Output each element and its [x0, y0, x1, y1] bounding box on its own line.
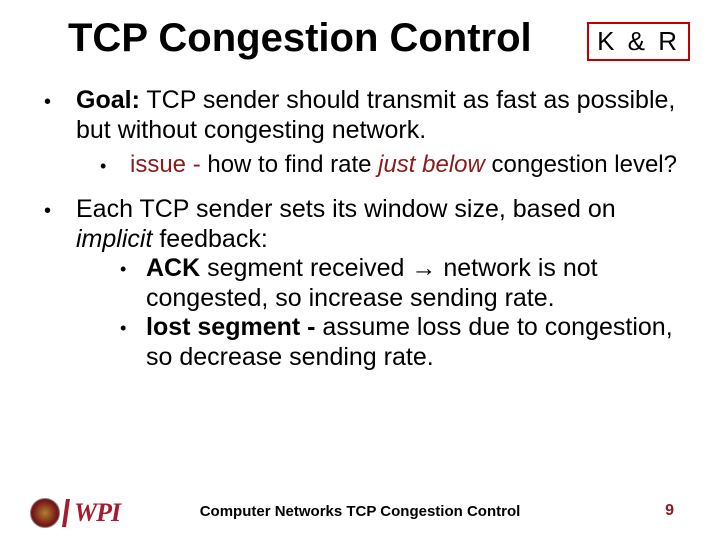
- footer-text: Computer Networks TCP Congestion Control: [0, 503, 720, 520]
- kr-badge: K & R: [587, 22, 690, 61]
- bullet-goal: • Goal: TCP sender should transmit as fa…: [40, 86, 684, 145]
- issue-word: issue: [130, 151, 186, 178]
- slide-title: TCP Congestion Control: [68, 16, 532, 61]
- just-below: just below: [378, 151, 485, 178]
- goal-text: TCP sender should transmit as fast as po…: [76, 86, 675, 144]
- bullet-text: Goal: TCP sender should transmit as fast…: [76, 86, 684, 145]
- ack-rest: segment received: [200, 254, 411, 282]
- lost-word: lost segment -: [146, 313, 315, 341]
- issue-tail: congestion level?: [485, 151, 677, 178]
- goal-label: Goal:: [76, 86, 140, 114]
- bullet-lost: • lost segment - assume loss due to cong…: [116, 313, 684, 372]
- window-lead: Each TCP sender sets its window size, ba…: [76, 195, 616, 223]
- bullet-text: issue - how to find rate just below cong…: [130, 151, 677, 179]
- bullet-marker: •: [40, 86, 76, 145]
- bullet-marker: •: [116, 254, 146, 313]
- bullet-ack: • ACK segment received → network is not …: [116, 254, 684, 313]
- bullet-issue: • issue - how to find rate just below co…: [100, 151, 684, 179]
- bullet-marker: •: [116, 313, 146, 372]
- issue-howto: how to find rate: [207, 151, 378, 178]
- bullet-text: Each TCP sender sets its window size, ba…: [76, 195, 684, 372]
- bullet-marker: •: [40, 195, 76, 372]
- window-tail: feedback:: [152, 225, 267, 253]
- content-area: • Goal: TCP sender should transmit as fa…: [40, 86, 684, 378]
- page-number: 9: [665, 502, 674, 520]
- implicit-word: implicit: [76, 225, 152, 253]
- bullet-text: lost segment - assume loss due to conges…: [146, 313, 684, 372]
- issue-dash: -: [186, 151, 207, 178]
- arrow-icon: →: [411, 254, 436, 282]
- ack-word: ACK: [146, 254, 200, 282]
- bullet-window: • Each TCP sender sets its window size, …: [40, 195, 684, 372]
- bullet-text: ACK segment received → network is not co…: [146, 254, 684, 313]
- bullet-marker: •: [100, 151, 130, 179]
